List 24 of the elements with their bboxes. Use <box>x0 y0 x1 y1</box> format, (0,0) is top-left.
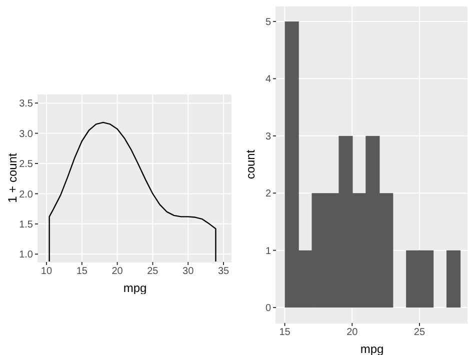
y-axis-title: count <box>243 149 258 180</box>
x-tick-label: 35 <box>218 266 230 278</box>
y-tick-label: 2.0 <box>19 189 34 200</box>
y-tick-label: 4 <box>265 74 272 86</box>
x-tick-label: 15 <box>279 327 291 338</box>
y-tick-label: 5 <box>265 17 272 28</box>
x-tick-label: 30 <box>182 266 194 278</box>
y-tick-label: 1 <box>265 246 272 257</box>
x-tick-label: 20 <box>112 266 124 278</box>
x-tick-label: 25 <box>147 266 159 278</box>
y-tick-label: 1.0 <box>19 250 34 261</box>
y-tick-label: 3.0 <box>19 128 34 140</box>
y-axis-title: 1 + count <box>5 152 20 203</box>
y-tick-label: 2.5 <box>19 159 34 170</box>
y-tick-label: 0 <box>265 303 272 314</box>
line-series <box>48 122 216 262</box>
x-tick-label: 20 <box>346 327 358 338</box>
y-tick-label: 3.5 <box>19 98 34 110</box>
x-tick-label: 10 <box>40 266 52 278</box>
y-tick-label: 2 <box>265 188 272 200</box>
y-tick-label: 1.5 <box>19 219 34 230</box>
y-tick-label: 3 <box>265 131 272 142</box>
x-tick-label: 25 <box>414 327 426 338</box>
x-tick-label: 15 <box>76 266 88 278</box>
